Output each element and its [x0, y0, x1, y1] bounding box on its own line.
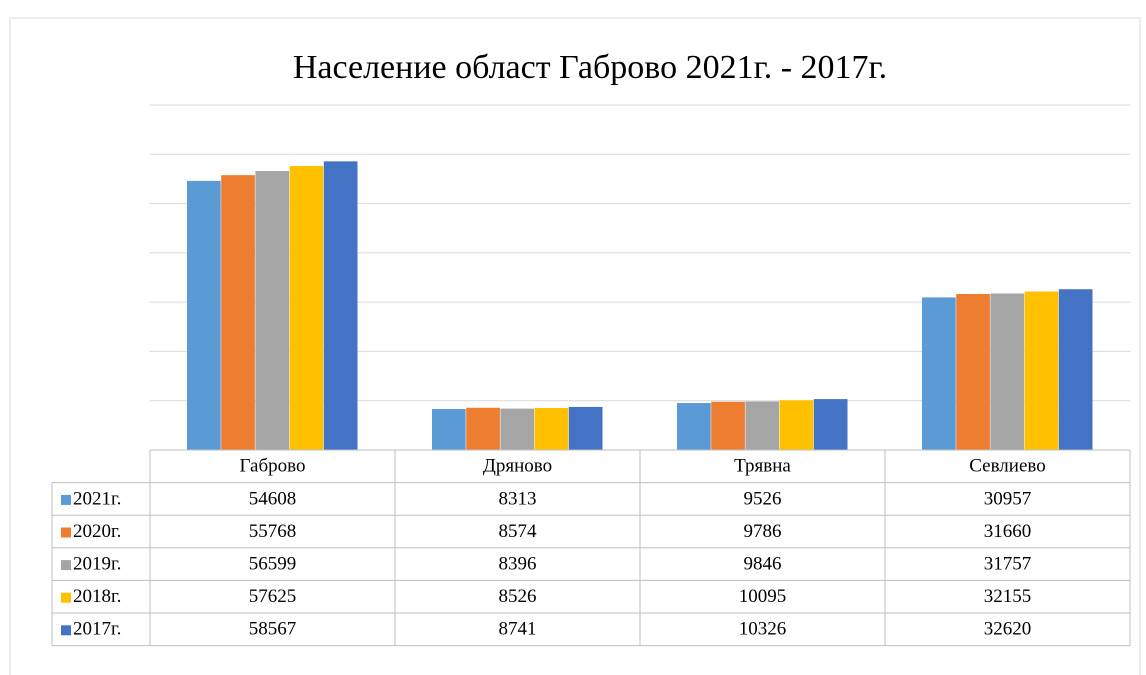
bar: [1058, 289, 1093, 450]
x-tick-label: Трявна: [734, 456, 791, 477]
table-value: 31660: [984, 521, 1032, 542]
table-value: 8396: [499, 553, 537, 574]
table-value: 32620: [984, 619, 1032, 640]
table-value: 8574: [499, 521, 538, 542]
legend-swatch: [61, 592, 71, 603]
bar: [466, 407, 500, 450]
bar: [187, 180, 221, 450]
table-value: 8526: [499, 586, 537, 607]
legend-label: 2018г.: [73, 586, 121, 607]
legend-swatch: [61, 560, 71, 571]
table-value: 55768: [249, 521, 297, 542]
table-value: 30957: [984, 488, 1032, 509]
table-value: 9786: [744, 521, 782, 542]
table-value: 58567: [249, 619, 297, 640]
bar: [956, 293, 990, 450]
bar: [568, 406, 603, 450]
legend-label: 2017г.: [73, 619, 121, 640]
table-value: 31757: [984, 553, 1032, 574]
legend-label: 2020г.: [73, 521, 121, 542]
legend-label: 2021г.: [73, 488, 121, 509]
legend-swatch: [61, 494, 71, 505]
bar: [221, 175, 255, 450]
x-tick-label: Дряново: [483, 456, 552, 477]
chart-title: Население област Габрово 2021г. - 2017г.: [293, 49, 887, 86]
table-value: 10095: [739, 586, 787, 607]
bar: [779, 400, 814, 450]
legend-swatch: [61, 527, 71, 538]
bar: [677, 403, 711, 450]
table-value: 32155: [984, 586, 1032, 607]
x-tick-label: Севлиево: [969, 456, 1045, 477]
table-value: 10326: [739, 619, 787, 640]
bar: [323, 161, 358, 450]
bar: [922, 297, 956, 450]
bar: [711, 401, 745, 450]
x-tick-label: Габрово: [240, 456, 306, 477]
bar: [289, 165, 324, 450]
table-value: 8741: [499, 619, 537, 640]
table-value: 56599: [249, 553, 297, 574]
bar: [255, 171, 290, 450]
table-value: 9846: [744, 553, 782, 574]
bar: [745, 401, 780, 450]
bar: [500, 408, 535, 450]
bar: [534, 407, 569, 450]
bar: [990, 293, 1025, 450]
bar: [1024, 291, 1059, 450]
table-value: 54608: [249, 488, 297, 509]
legend-swatch: [61, 625, 71, 636]
bar: [432, 409, 466, 450]
table-value: 57625: [249, 586, 297, 607]
bar: [813, 399, 848, 450]
table-value: 8313: [499, 488, 537, 509]
table-value: 9526: [744, 488, 782, 509]
legend-label: 2019г.: [73, 553, 121, 574]
